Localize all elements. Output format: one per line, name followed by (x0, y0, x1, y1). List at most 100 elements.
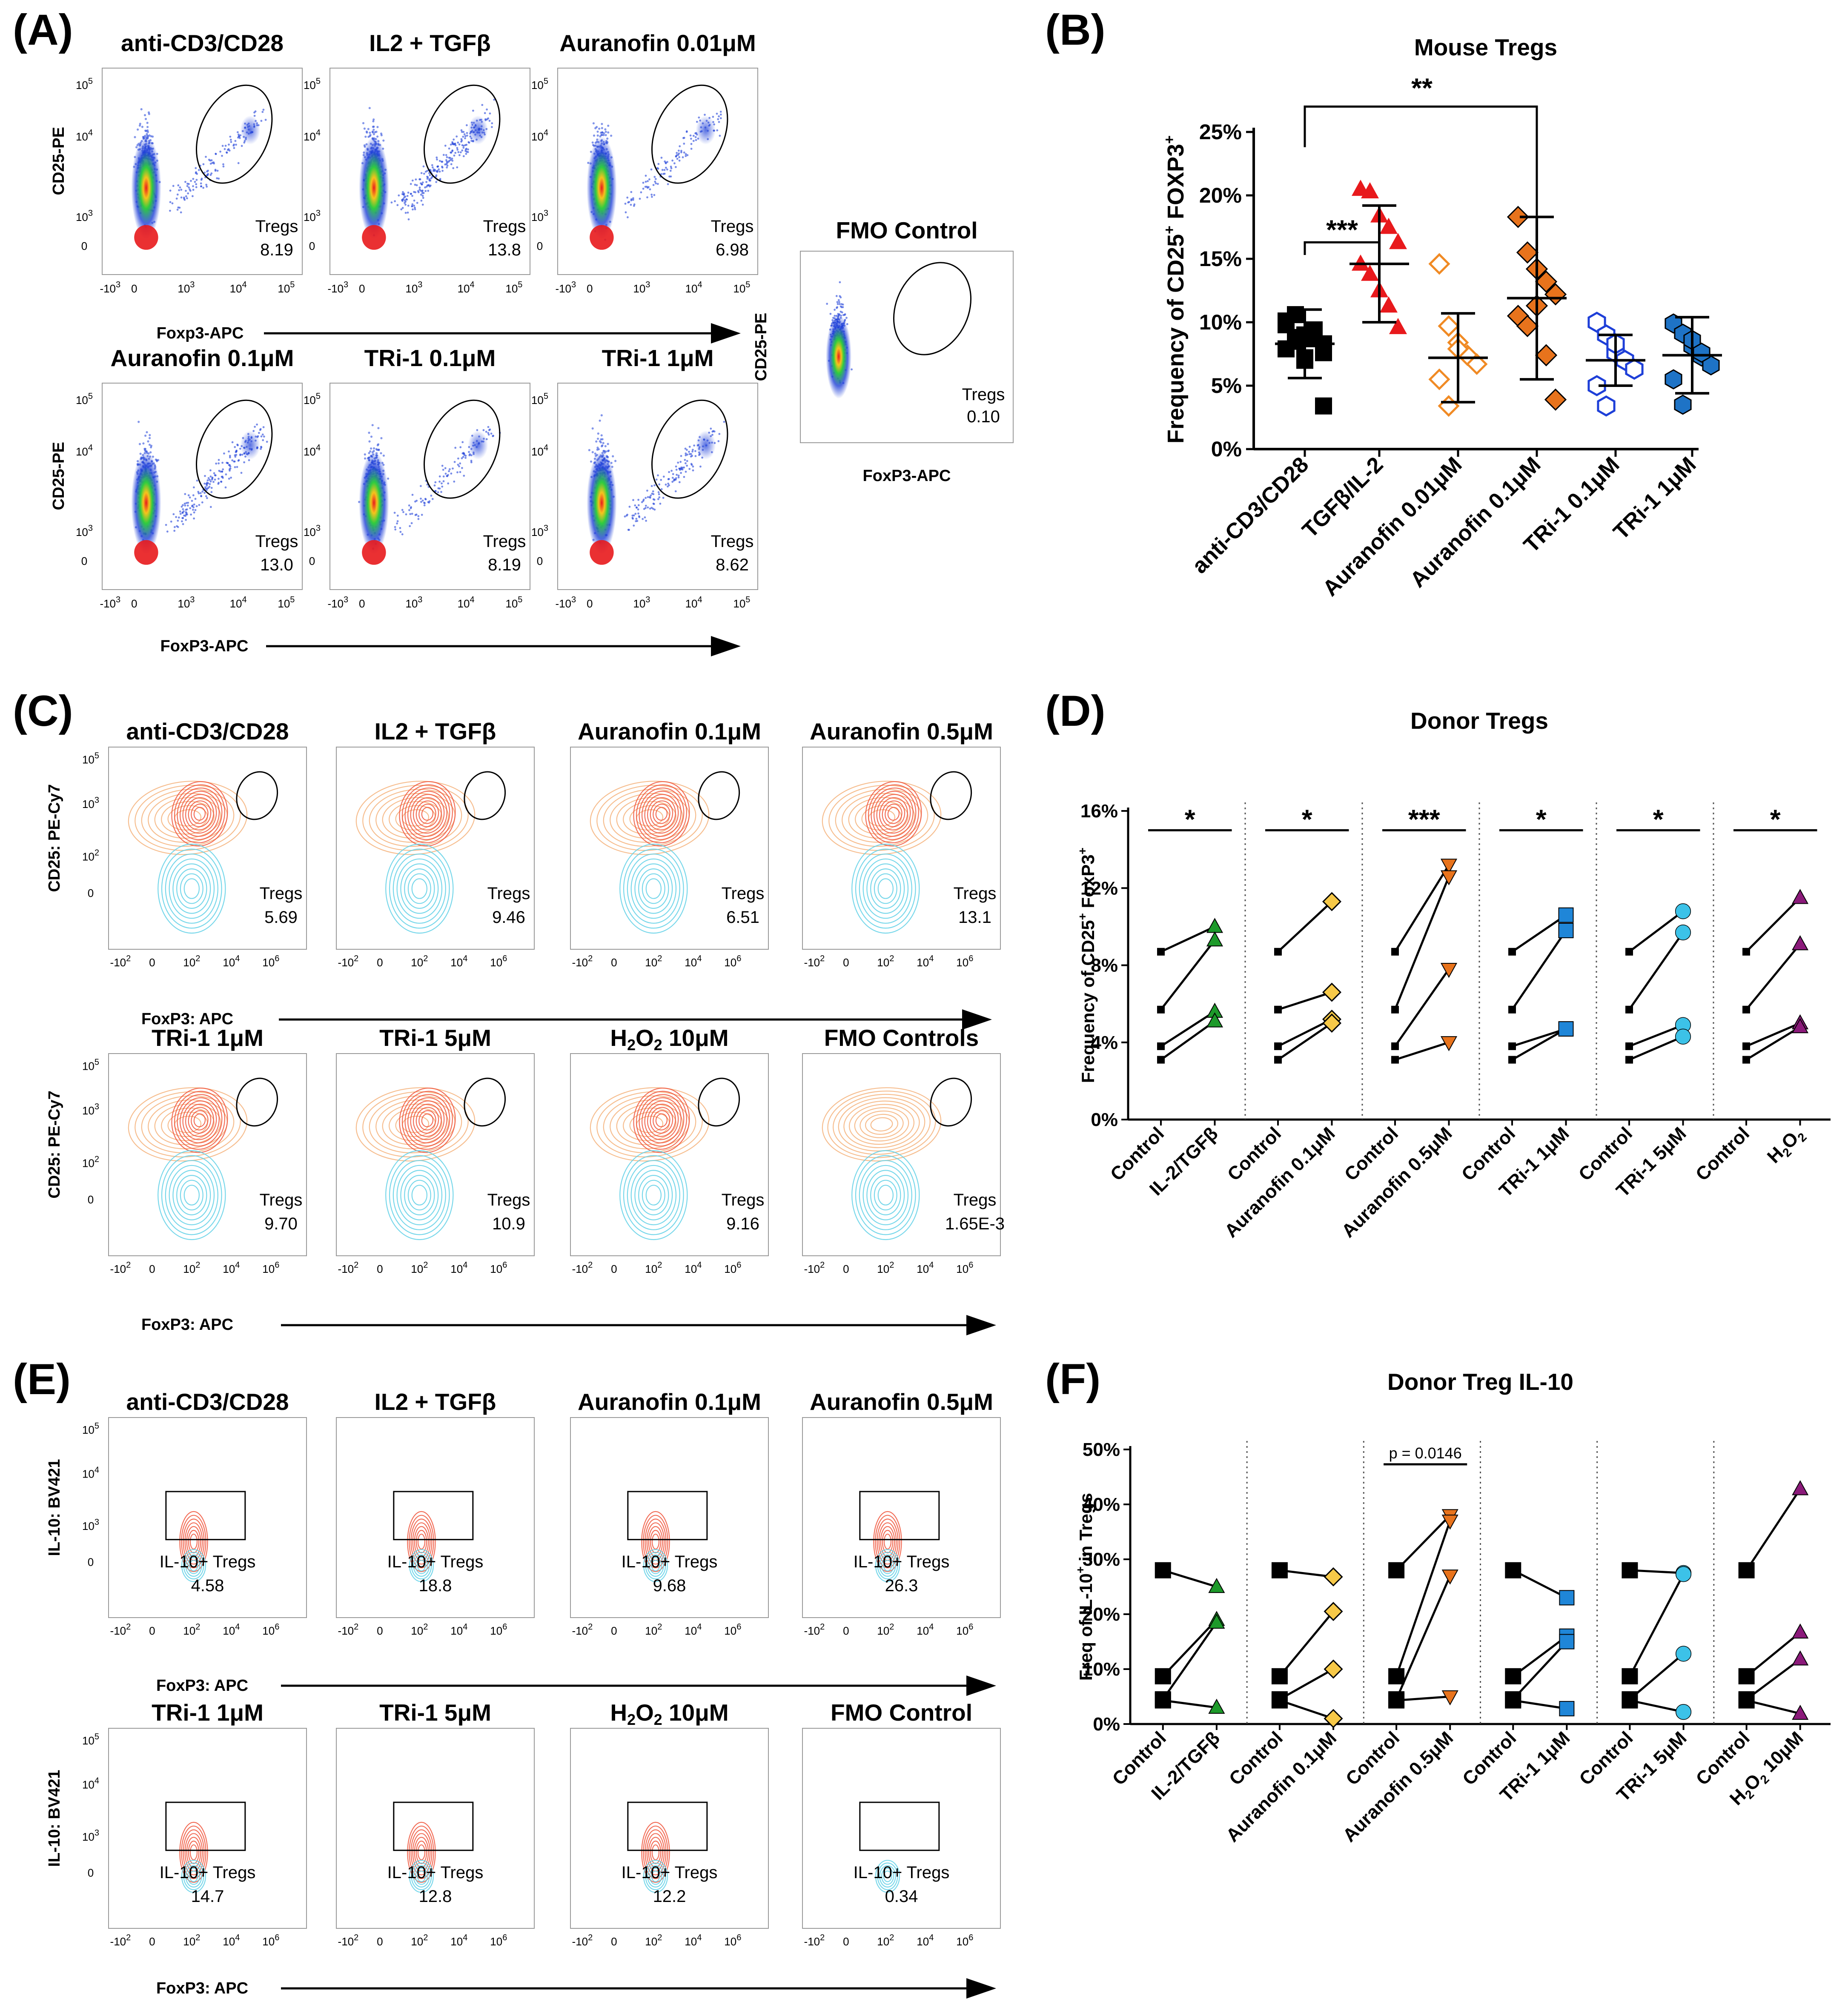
flowA-1-event-dot (435, 156, 438, 159)
flowA-1-event-dot (493, 98, 496, 101)
flowA-0-event-dot (222, 165, 225, 168)
flowA-5-event-dot (713, 430, 716, 432)
flowA-2-event-dot (601, 127, 603, 129)
flowA-0-event-dot (209, 163, 212, 165)
flowA-fmo-dot (837, 299, 840, 301)
flowA-1-event-dot (451, 143, 454, 145)
flowA-xtick: -103 (100, 280, 120, 295)
flow_C-ytick: 102 (82, 1155, 99, 1170)
flowA-0-event-dot (222, 163, 224, 166)
flow_E-xtick: 106 (724, 1622, 741, 1637)
flow_E-xtick: 104 (450, 1933, 467, 1948)
flowA-3-event-dot (222, 468, 224, 470)
flowA-fmo-dot (851, 368, 853, 371)
chartD-sig-label: * (1653, 804, 1664, 834)
flowA-5-event-dot (685, 452, 687, 455)
flowA-2-event-dot (680, 149, 682, 152)
flowA-4-event-dot (441, 485, 444, 488)
flowA-1-event-dot (456, 149, 459, 151)
flowA-0-event-dot (180, 196, 183, 199)
panel-label-a: (A) (13, 6, 73, 54)
flowA-5-event-dot (652, 498, 655, 501)
flowA-2-event-dot (719, 117, 722, 120)
flowA-2-event-dot (649, 188, 651, 191)
flowA-gate-value-2: 6.98 (716, 241, 749, 259)
flowA-1-pos-density (468, 115, 488, 145)
flowA-3-event-dot (230, 476, 232, 479)
flowA-0-event-dot (179, 186, 181, 189)
flowA-1-event-dot (404, 203, 407, 206)
flowA-xtick: 103 (633, 595, 650, 610)
flowA-2-event-dot (626, 196, 629, 199)
flowA-2-event-dot (651, 196, 653, 198)
flowA-1-event-dot (372, 129, 375, 131)
flowA-2-event-dot (639, 198, 641, 200)
flowA-4-event-dot (424, 498, 427, 501)
flowA-3-event-dot (207, 482, 209, 484)
flow_E-ytick: 0 (88, 1555, 94, 1568)
flowA-2-event-dot (678, 159, 681, 162)
flowA-1-event-dot (451, 150, 453, 152)
flow_E-xtick: -102 (338, 1622, 359, 1637)
flowA-4-plot (329, 383, 530, 590)
flowA-3-event-dot (229, 464, 231, 467)
chartB-y-label: Frequency of CD25+ FOXP3+ (1161, 135, 1189, 444)
flow_C-xtick: 0 (149, 1263, 155, 1275)
flowA-1-event-dot (380, 134, 383, 137)
flowA-5-event-dot (645, 507, 647, 509)
chartB-ytick-label: 5% (1211, 374, 1242, 398)
flowA-1-event-dot (425, 181, 427, 183)
flowA-ytick: 0 (81, 555, 87, 567)
flowA-1-event-dot (421, 183, 423, 186)
flowA-4-event-dot (482, 429, 485, 431)
flowA-gate-label-0: Tregs (255, 217, 298, 236)
flowA-3-event-dot (210, 487, 213, 489)
flowA-4-event-dot (452, 467, 454, 470)
flowA-3-event-dot (243, 461, 245, 464)
flowA-4-event-dot (438, 475, 441, 478)
flowA-5-event-dot (658, 483, 661, 486)
flowA-title-3: Auranofin 0.1μM (111, 345, 294, 371)
flowA-1-event-dot (457, 141, 459, 144)
flowA-3-event-dot (194, 509, 197, 511)
flowA-3-event-dot (209, 480, 212, 483)
flow_E-gate-label-4: IL-10+ Tregs (160, 1863, 256, 1882)
flowA-2-event-dot (652, 184, 655, 186)
flowA-1-event-dot (467, 148, 469, 151)
flowA-4-event-dot (442, 475, 445, 478)
panel-e-flow-plots: anti-CD3/CD28 IL-10+ Tregs 4.58 -102 0 102 104… (46, 1389, 1001, 1999)
flowA-3-event-dot (183, 502, 186, 505)
flowA-1-event-dot (458, 143, 461, 146)
flowA-3-event-dot (221, 461, 223, 464)
flowA-3-event-dot (260, 446, 263, 449)
chartF-control-point (1505, 1692, 1521, 1709)
flowA-5-event-dot (628, 506, 631, 508)
flowA-4-event-dot (368, 432, 370, 434)
flowA-4-event-dot (394, 526, 396, 528)
flowA-fmo-gate-value: 0.10 (967, 407, 1000, 426)
flowA-0-event-dot (207, 169, 209, 172)
flowA-3-event-dot (191, 500, 193, 502)
flowA-5-event-dot (596, 438, 599, 440)
flowA-3-event-dot (147, 440, 149, 443)
flowA-0-plot (102, 68, 303, 275)
flowA-2-event-dot (682, 156, 684, 158)
flowA-3-event-dot (185, 511, 187, 513)
flowA-5-event-dot (680, 468, 683, 470)
flowA-2-event-dot (604, 128, 607, 131)
flowA-5-event-dot (658, 493, 660, 495)
flowA-4-event-dot (453, 480, 456, 483)
flow_E-xtick: 102 (645, 1933, 662, 1948)
flowA-3-event-dot (181, 505, 183, 508)
flow_E-xtick: 102 (411, 1933, 428, 1948)
flowA-1-event-dot (396, 204, 399, 206)
flowA-0-event-dot (237, 162, 240, 164)
flowA-3-event-dot (209, 469, 212, 472)
chartB-point (1389, 318, 1407, 334)
flowA-2-event-dot (642, 187, 645, 190)
flow_C-xtick: -102 (110, 954, 131, 969)
flowA-5-event-dot (637, 504, 640, 507)
flowA-5-event-dot (645, 520, 647, 522)
flowA-1-event-dot (432, 166, 434, 169)
flowA-5-event-dot (599, 440, 601, 443)
